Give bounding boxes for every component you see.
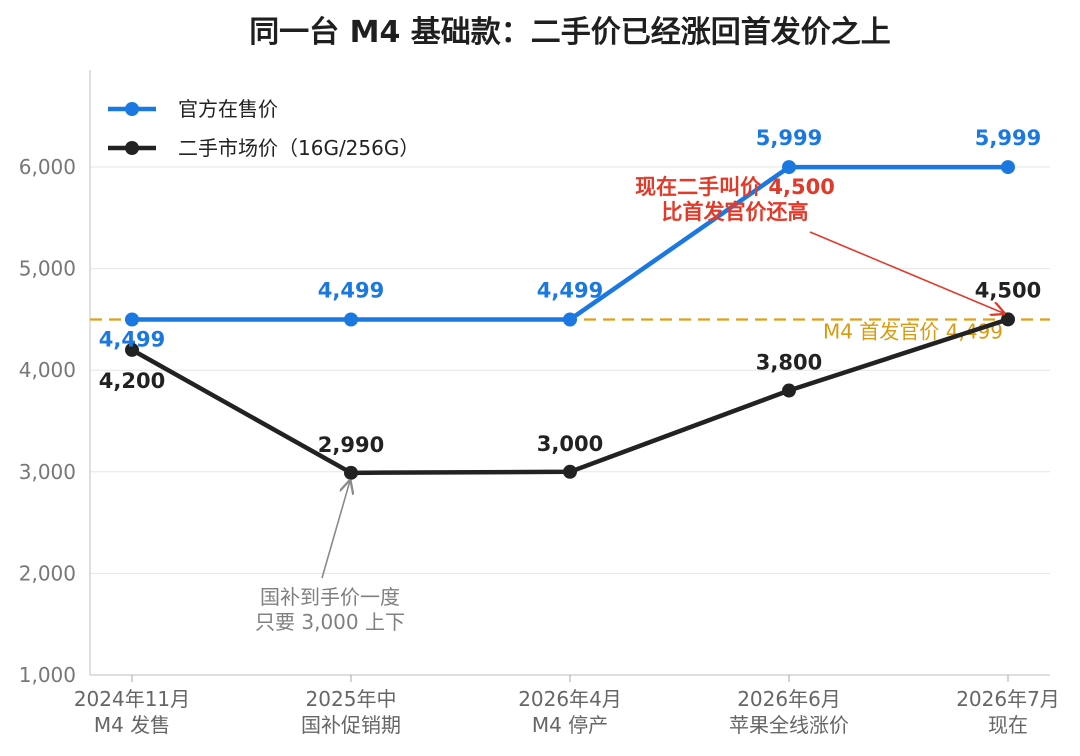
x-tick-label-line: 国补促销期	[301, 713, 401, 737]
official-price-data-label: 4,499	[537, 279, 603, 303]
highlight-annotation-line: 现在二手叫价 4,500	[635, 175, 835, 199]
x-tick-label-line: 2026年6月	[737, 687, 841, 711]
official-price-point	[782, 160, 796, 175]
used-price-data-label: 3,800	[756, 351, 822, 375]
official-price-data-label: 4,499	[318, 279, 384, 303]
used-price-legend-marker	[125, 141, 139, 155]
official-price-data-label: 5,999	[975, 126, 1041, 150]
highlight-annotation: 现在二手叫价 4,500 比首发官价还高	[635, 175, 835, 224]
official-price-point	[344, 312, 358, 327]
x-tick-label-line: 2025年中	[306, 687, 397, 711]
note-annotation-line: 国补到手价一度	[260, 585, 400, 609]
official-price-point	[563, 312, 577, 327]
x-tick-label-line: M4 停产	[532, 713, 608, 737]
official-price-point	[125, 312, 139, 327]
y-tick-label: 6,000	[19, 155, 76, 179]
chart-title: 同一台 M4 基础款：二手价已经涨回首发价之上	[249, 15, 891, 50]
used-price-legend-label: 二手市场价（16G/256G）	[178, 136, 419, 160]
x-tick-label-line: M4 发售	[94, 713, 170, 737]
series-group	[125, 160, 1015, 480]
x-tick-label-line: 2026年7月	[956, 687, 1060, 711]
x-tick-label: 2026年4月 M4 停产	[518, 687, 622, 737]
official-price-point	[1001, 160, 1015, 175]
used-price-point	[563, 464, 577, 479]
x-tick-label-line: 现在	[988, 713, 1028, 737]
note-annotation-line: 只要 3,000 上下	[255, 610, 405, 634]
x-tick-label-line: 2024年11月	[74, 687, 190, 711]
x-tick-label: 2026年7月现在	[956, 687, 1060, 737]
data-labels: 4,499 4,499 4,499 5,999 5,999 4,200 2,990 3,000…	[99, 126, 1041, 457]
y-tick-label: 1,000	[19, 663, 76, 687]
used-price-point	[344, 465, 358, 480]
official-price-data-label: 4,499	[99, 328, 165, 352]
used-price-data-label: 2,990	[318, 433, 384, 457]
highlight-annotation-line: 比首发官价还高	[662, 200, 809, 224]
used-price-data-label: 4,500	[975, 278, 1041, 302]
grid	[90, 166, 1050, 574]
x-tick-label-line: 2026年4月	[518, 687, 622, 711]
y-tick-label: 4,000	[19, 358, 76, 382]
used-price-point	[125, 342, 139, 357]
x-tick-label: 2025年中国补促销期	[301, 687, 401, 737]
x-tick-label: 2024年11月 M4 发售	[74, 687, 190, 737]
used-price-data-label: 4,200	[99, 369, 165, 393]
y-tick-label: 3,000	[19, 460, 76, 484]
note-annotation-arrow	[321, 481, 350, 579]
x-tick-label: 2026年6月苹果全线涨价	[729, 687, 849, 737]
highlight-annotation-arrow	[809, 231, 1004, 313]
x-tick-label-line: 苹果全线涨价	[729, 713, 849, 737]
used-price-data-label: 3,000	[537, 432, 603, 456]
official-price-data-label: 5,999	[756, 126, 822, 150]
official-price-legend-label: 官方在售价	[178, 97, 278, 121]
note-annotation: 国补到手价一度只要 3,000 上下	[255, 585, 405, 634]
used-price-point	[1001, 312, 1015, 327]
used-price-point	[782, 383, 796, 398]
official-price-legend-marker	[125, 102, 139, 116]
y-tick-label: 2,000	[19, 561, 76, 585]
y-tick-label: 5,000	[19, 257, 76, 281]
